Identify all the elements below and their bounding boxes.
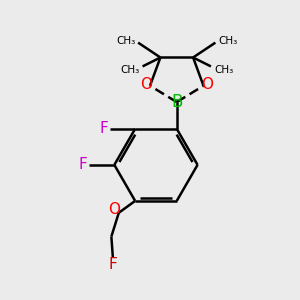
Text: CH₃: CH₃ [214,65,233,75]
Text: F: F [79,158,88,172]
Text: B: B [171,93,182,111]
Text: O: O [108,202,120,217]
Text: CH₃: CH₃ [120,65,140,75]
Text: O: O [140,77,152,92]
Text: F: F [109,257,117,272]
Text: O: O [201,77,213,92]
Text: CH₃: CH₃ [218,36,238,46]
Text: F: F [100,121,108,136]
Text: CH₃: CH₃ [116,36,135,46]
